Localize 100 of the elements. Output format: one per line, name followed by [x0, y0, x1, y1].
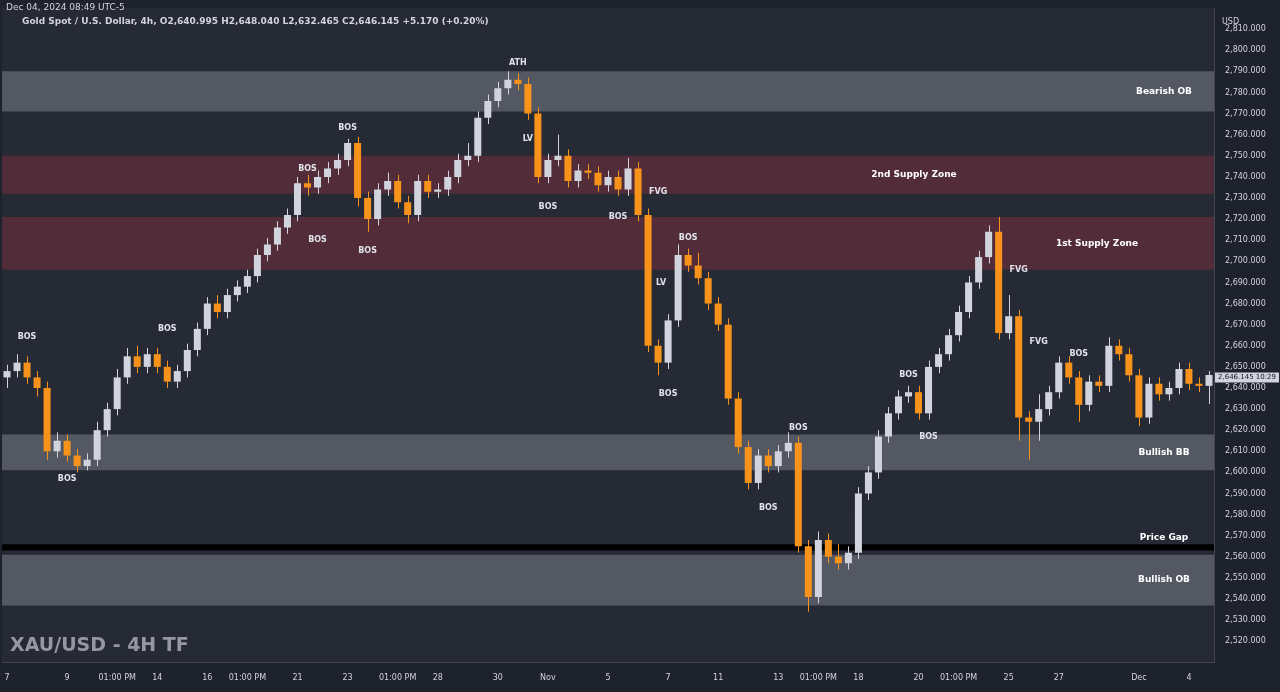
annotation: BOS: [758, 503, 778, 513]
candlestick: [824, 533, 832, 564]
candlestick: [243, 269, 251, 294]
candlestick: [1155, 376, 1163, 402]
y-tick-label: 2,560.000: [1225, 551, 1266, 561]
candlestick: [834, 543, 842, 571]
y-tick-label: 2,610.000: [1225, 446, 1266, 456]
x-tick-label: 01:00 PM: [378, 673, 417, 683]
y-tick-label: 2,730.000: [1225, 193, 1266, 203]
x-tick-label: 16: [202, 673, 213, 683]
candlestick: [163, 360, 171, 389]
candlestick: [574, 163, 582, 188]
candlestick: [1035, 393, 1043, 442]
candlestick: [694, 252, 702, 286]
annotation: BOS: [788, 423, 808, 433]
x-tick-label: 01:00 PM: [98, 673, 136, 683]
annotation: FVG: [1009, 264, 1028, 274]
x-tick-label: 28: [432, 673, 443, 683]
candlestick: [544, 153, 552, 184]
annotation: BOS: [658, 389, 678, 399]
candlestick: [1175, 362, 1183, 395]
candlestick: [183, 343, 191, 378]
candlestick: [1025, 410, 1033, 461]
candlestick: [324, 161, 332, 184]
candlestick: [894, 389, 902, 421]
y-tick-label: 2,640.000: [1225, 383, 1266, 393]
x-tick-label: 01:00 PM: [799, 673, 838, 683]
y-tick-label: 2,770.000: [1225, 108, 1266, 118]
y-tick-label: 2,520.000: [1225, 636, 1266, 646]
annotation: BOS: [1069, 349, 1089, 359]
candlestick: [273, 220, 281, 252]
candlestick: [945, 328, 953, 362]
y-tick-label: 2,750.000: [1225, 150, 1266, 160]
y-tick-label: 2,620.000: [1225, 425, 1266, 435]
annotation: BOS: [899, 370, 919, 380]
candlestick: [444, 170, 452, 197]
y-tick-label: 2,570.000: [1225, 530, 1266, 540]
y-tick-label: 2,530.000: [1225, 615, 1266, 625]
candlestick: [1045, 385, 1053, 416]
candlestick: [1125, 347, 1133, 383]
candlestick: [314, 170, 322, 195]
candlestick: [935, 347, 943, 374]
candlestick: [1185, 362, 1193, 391]
annotation: BOS: [608, 212, 628, 222]
candlestick: [133, 345, 141, 374]
candlestick: [624, 157, 632, 197]
candlestick: [484, 94, 492, 125]
candlestick: [654, 338, 662, 376]
band-label: Bullish OB: [1138, 574, 1191, 585]
x-tick-label: 25: [1003, 673, 1014, 683]
candlestick: [684, 248, 692, 273]
x-tick-label: Nov: [540, 673, 556, 683]
candlestick: [714, 296, 722, 332]
x-tick-label: 5: [605, 673, 611, 683]
candlestick: [424, 174, 432, 199]
annotation: BOS: [338, 123, 358, 133]
annotation: Dec 04, 2024 08:49 UTC-5: [6, 2, 125, 13]
annotation: BOS: [678, 233, 698, 243]
y-tick-label: 2,740.000: [1225, 171, 1266, 181]
candlestick: [764, 448, 772, 473]
annotation: BOS: [538, 201, 558, 211]
candlestick: [554, 134, 562, 167]
candlestick: [844, 545, 852, 571]
candlestick: [143, 347, 151, 374]
annotation: BOS: [919, 431, 939, 441]
candlestick: [1205, 370, 1213, 405]
x-tick-label: 9: [64, 673, 70, 683]
x-tick-label: Dec: [1131, 673, 1147, 683]
candlestick: [223, 288, 231, 319]
candlestick: [193, 322, 201, 357]
y-tick-label: 2,800.000: [1225, 45, 1266, 55]
candlestick: [394, 174, 402, 210]
annotation: BOS: [157, 323, 177, 333]
x-tick-label: 20: [913, 673, 924, 683]
x-tick-label: 01:00 PM: [228, 673, 267, 683]
candlestick: [915, 385, 923, 421]
annotation: BOS: [298, 163, 318, 173]
y-tick-label: 2,660.000: [1225, 340, 1266, 350]
x-tick-label: 7: [4, 673, 10, 683]
candlestick: [454, 153, 462, 184]
y-tick-label: 2,710.000: [1225, 235, 1266, 245]
x-tick-label: 18: [853, 673, 864, 683]
candlestick: [263, 237, 271, 262]
band-label: Bullish BB: [1138, 446, 1190, 457]
y-tick-label: 2,600.000: [1225, 467, 1266, 477]
text: Gold Spot / U.S. Dollar, 4h, O2,640.995 H2,648.040 L2,632.465 C2,646.145 +5.170 (+0.20%): [22, 16, 489, 27]
candlestick: [955, 305, 963, 343]
candlestick: [173, 364, 181, 389]
candlestick: [464, 142, 472, 167]
candlestick: [283, 208, 291, 235]
candlestick: [1065, 355, 1073, 385]
x-tick-label: 23: [342, 673, 353, 683]
candlestick: [253, 248, 261, 283]
x-tick-label: 21: [292, 673, 303, 683]
y-tick-label: 2,810.000: [1225, 24, 1266, 34]
y-tick-label: 2,680.000: [1225, 298, 1266, 308]
candlestick: [1115, 338, 1123, 362]
y-tick-label: 2,650.000: [1225, 361, 1266, 371]
candlestick: [1085, 374, 1093, 412]
annotation: BOS: [358, 245, 378, 255]
